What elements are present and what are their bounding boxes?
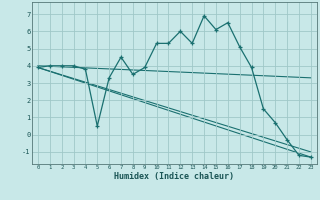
X-axis label: Humidex (Indice chaleur): Humidex (Indice chaleur) — [115, 172, 234, 181]
